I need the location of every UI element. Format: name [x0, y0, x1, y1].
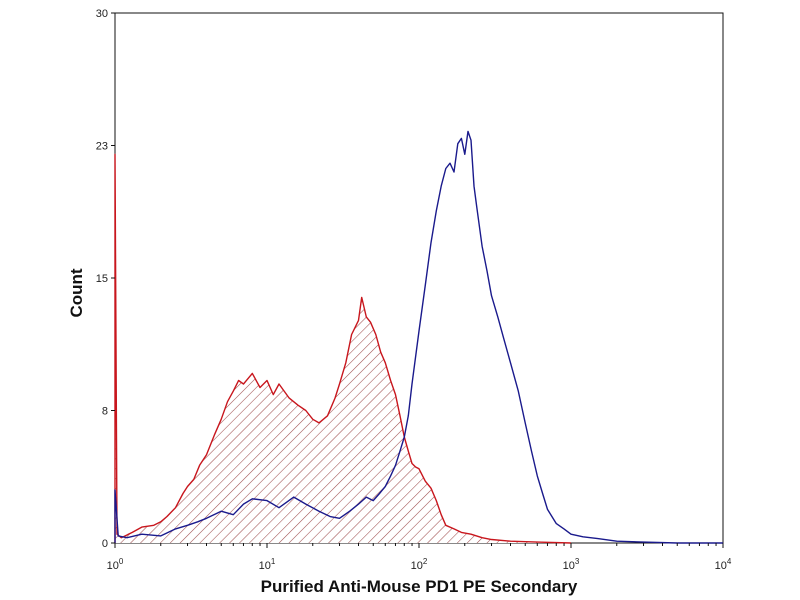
series-1-line [114, 153, 572, 544]
y-axis-title: Count [67, 268, 86, 317]
y-tick-label: 0 [102, 538, 108, 550]
x-tick-label: 103 [563, 557, 580, 572]
x-axis-title: Purified Anti-Mouse PD1 PE Secondary [261, 577, 578, 596]
x-tick-label: 101 [259, 557, 276, 572]
series-layer [114, 130, 723, 544]
y-tick-label: 8 [102, 406, 108, 418]
x-tick-label: 104 [715, 557, 732, 572]
series-2-line [114, 130, 723, 544]
y-axis-ticks: 0 8 15 23 30 [96, 8, 115, 550]
x-tick-label: 100 [107, 557, 124, 572]
y-tick-label: 30 [96, 8, 108, 20]
y-tick-label: 15 [96, 273, 108, 285]
series-1-fill [115, 154, 571, 544]
y-tick-label: 23 [96, 141, 108, 153]
x-tick-label: 102 [411, 557, 428, 572]
x-axis-ticks: 100 101 102 103 104 [107, 543, 732, 572]
